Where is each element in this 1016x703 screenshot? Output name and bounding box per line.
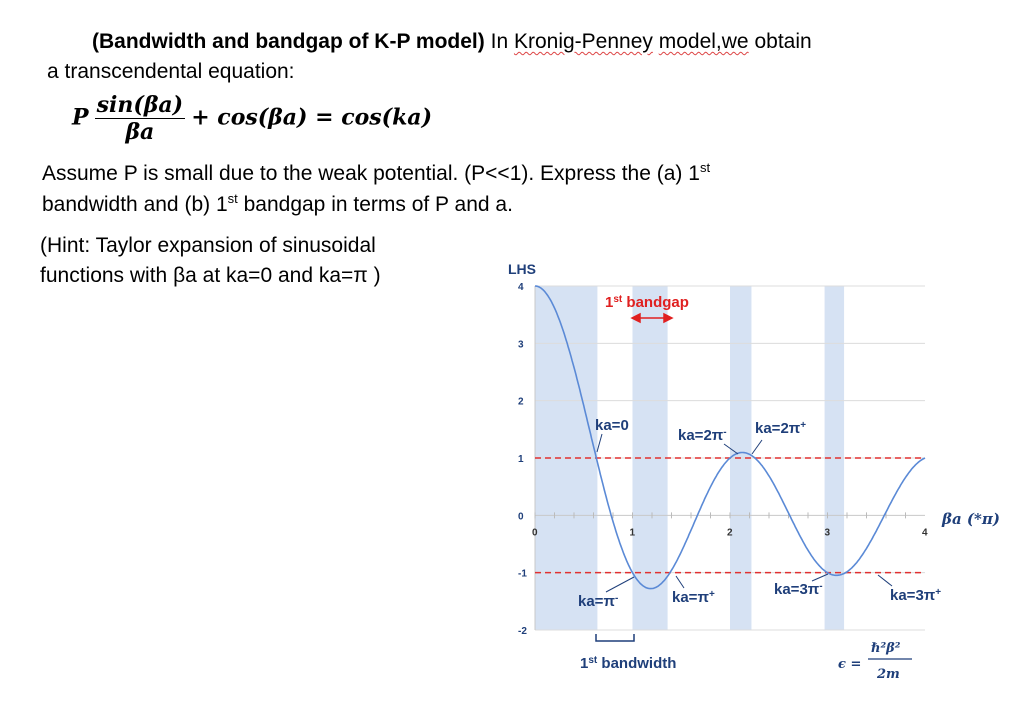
energy-denominator: 2m: [876, 667, 900, 682]
eq-fraction: sin(βa) βa: [94, 92, 186, 145]
y-axis-label: LHS: [508, 261, 536, 277]
y-tick-label: -2: [518, 626, 527, 637]
x-tick-label: 2: [727, 527, 733, 538]
assume-line2-text-b: bandgap in terms of P and a.: [237, 193, 513, 216]
y-tick-label: 3: [518, 339, 524, 350]
lhs-curve: [534, 285, 926, 590]
label-ka0: ka=0: [595, 417, 629, 434]
arrow-kapi-plus: [675, 575, 685, 589]
arrow-ka0: [596, 433, 603, 453]
eq-denominator: βa: [125, 119, 155, 145]
x-axis-label: βa (*π): [941, 510, 1000, 528]
assume-line1-sup: st: [699, 160, 711, 175]
label-ka2pi-minus: ka=2π-: [678, 427, 727, 444]
eq-rest: + cos(βa) = cos(ka): [191, 104, 432, 131]
energy-lhs: ϵ =: [838, 657, 861, 672]
y-tick-label: 4: [518, 282, 524, 293]
eq-numerator: sin(βa): [94, 92, 186, 119]
assume-line1: Assume P is small due to the weak potent…: [42, 160, 710, 186]
arrow-ka2pi-plus: [751, 439, 763, 455]
energy-numerator: ℏ²β²: [871, 641, 901, 656]
transcendental-equation: P sin(βa) βa + cos(βa) = cos(ka): [72, 92, 432, 145]
y-tick-label: 0: [518, 511, 524, 522]
bandgap-label: 1st bandgap: [605, 294, 689, 311]
arrow-ka3pi-minus: [811, 573, 829, 582]
assume-line1-text: Assume P is small due to the weak potent…: [42, 162, 700, 185]
title-model-we: model,we: [658, 30, 749, 53]
problem-title: (Bandwidth and bandgap of K-P model): [92, 30, 485, 53]
x-tick-label: 3: [825, 527, 831, 538]
x-tick-labels: 0 1 2 3 4: [532, 527, 928, 538]
arrow-ka2pi-minus: [723, 443, 739, 455]
bandgap-arrow: [630, 312, 674, 324]
hint-line1: (Hint: Taylor expansion of sinusoidal: [40, 234, 376, 257]
x-tick-label: 1: [630, 527, 636, 538]
label-kapi-minus: ka=π-: [578, 593, 618, 610]
title-kronig-link: Kronig-Penney: [513, 30, 653, 53]
x-tick-label: 4: [922, 527, 928, 538]
problem-title-line: (Bandwidth and bandgap of K-P model) In …: [92, 29, 812, 54]
arrow-ka3pi-plus: [877, 574, 893, 587]
eq-P: P: [72, 104, 89, 131]
bandwidth-label: 1st bandwidth: [580, 655, 676, 672]
label-kapi-plus: ka=π+: [672, 589, 715, 606]
label-ka3pi-plus: ka=3π+: [890, 587, 941, 604]
problem-line2: a transcendental equation:: [47, 60, 295, 83]
assume-line2-sup: st: [227, 191, 238, 206]
y-tick-label: 1: [518, 454, 524, 465]
y-tick-labels: 4 3 2 1 0 -1 -2: [518, 282, 527, 637]
y-tick-label: 2: [518, 397, 524, 408]
arrow-kapi-minus: [605, 576, 635, 593]
title-in: In: [490, 30, 509, 53]
y-tick-label: -1: [518, 569, 527, 580]
assume-line2-text-a: bandwidth and (b) 1: [42, 193, 228, 216]
label-ka3pi-minus: ka=3π-: [774, 581, 823, 598]
label-ka2pi-plus: ka=2π+: [755, 420, 806, 437]
bandwidth-bracket: [595, 634, 635, 642]
title-obtain: obtain: [754, 30, 812, 53]
x-tick-label: 0: [532, 527, 538, 538]
assume-line2: bandwidth and (b) 1st bandgap in terms o…: [42, 191, 513, 217]
hint-line2: functions with βa at ka=0 and ka=π ): [40, 264, 381, 287]
